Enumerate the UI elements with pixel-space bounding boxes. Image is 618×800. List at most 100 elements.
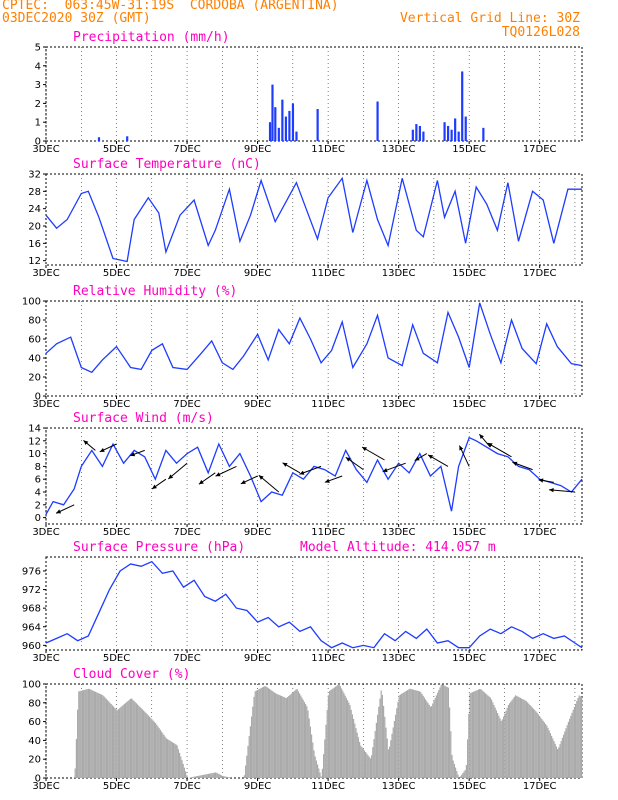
humidity-xtick-label: 17DEC [523,399,557,410]
pressure-title: Surface Pressure (hPa) [73,540,245,555]
wind-ytick-label: 4 [35,488,41,499]
cloud-area-bar [101,694,103,778]
cloud-area-bar [461,774,463,778]
cloud-area-bar [104,697,106,778]
cloud-area-bar [485,693,487,778]
cloud-area-bar [320,776,322,778]
humidity-line [45,302,583,374]
cloud-area-bar [91,690,93,778]
cloud-area-bar [306,706,308,778]
cloud-area-bar [285,698,287,778]
cloud-area-bar [133,700,135,778]
temperature-xtick-label: 15DEC [452,268,486,279]
cloud-area-bar [313,750,315,778]
cloud-area-bar [344,695,346,778]
precip-frame [45,46,583,142]
precip-bar [277,127,280,141]
cloud-area-bar [282,696,284,778]
cloud-area-bar [182,763,184,778]
cloud-area-bar [449,707,451,778]
cloud-area-bar [341,688,343,778]
cloud-area-bar [493,704,495,778]
cloud-area-bar [405,690,407,778]
precip-ytick-label: 5 [35,43,41,54]
cloud-area-bar [577,697,579,778]
cloud-area-bar [215,772,217,778]
cloud-area-bar [565,728,567,778]
cloud-area-bar [483,692,485,778]
precip-bar [288,110,291,141]
cloud-area-bar [481,690,483,778]
cloud-area-bar [465,765,467,778]
cloud-xtick-label: 13DEC [382,781,416,792]
cloud-area-bar [247,745,249,778]
cloud-area-bar [201,775,203,778]
cloud-area-bar [474,691,476,778]
cloud-area-bar [547,727,549,778]
precip-ytick-label: 0 [35,137,41,148]
cloud-area-bar [380,690,382,778]
cloud-area-bar [149,716,151,778]
cloud-area-bar [353,718,355,778]
pressure-ytick-label: 972 [22,585,41,596]
cloud-area-bar [462,773,464,778]
wind-ytick-label: 8 [35,462,41,473]
cloud-area-bar [468,713,470,778]
cloud-area-bar [560,741,562,778]
cloud-area-bar [121,706,123,778]
precip-bar [126,136,129,141]
cloud-area-bar [535,711,537,778]
pressure-xtick-label: 13DEC [382,653,416,664]
cloud-area-bar [141,709,143,778]
cloud-xtick-label: 5DEC [103,781,130,792]
cloud-area-bar [355,728,357,778]
cloud-area-bar [216,772,218,778]
cloud-area-bar [519,697,521,778]
cloud-area-bar [561,737,563,778]
pressure-xtick-label: 17DEC [523,653,557,664]
cloud-area-bar [213,772,215,778]
wind-arrow-head [168,474,174,479]
wind-arrow-head [512,461,518,466]
cloud-xtick-label: 9DEC [244,781,271,792]
temperature-line [45,176,582,263]
cloud-area-bar [336,685,338,778]
cloud-area-bar [534,710,536,778]
pressure-ytick-label: 968 [22,604,41,615]
cloud-area-bar [419,691,421,778]
cloud-area-bar [433,700,435,778]
precip-xtick-label: 3DEC [32,144,59,155]
cloud-area-bar [290,693,292,778]
cloud-area-bar [303,701,305,778]
cloud-area-bar [248,736,250,778]
cloud-area-bar [409,688,411,778]
cloud-area-bar [83,690,85,778]
cloud-area-bar [557,749,559,778]
temperature-xtick-label: 17DEC [523,268,557,279]
cloud-area-bar [125,702,127,778]
cloud-area-bar [86,689,88,778]
cloud-area-bar [168,739,170,778]
cloud-area-bar [431,706,433,778]
cloud-area-bar [473,691,475,778]
precip-ytick-label: 1 [35,118,41,129]
cloud-area-bar [361,747,363,778]
wind-arrow [487,442,512,458]
cloud-area-bar [555,746,557,778]
cloud-area-bar [279,695,281,778]
cloud-area-bar [324,739,326,778]
header-station: CPTEC: 063:45W-31:19S CORDOBA (ARGENTINA… [2,0,339,13]
cloud-area-bar [137,704,139,778]
wind-arrow-head [83,440,89,445]
cloud-area-bar [563,734,565,778]
cloud-area-bar [309,726,311,778]
cloud-area-bar [480,689,482,778]
precip-bar [482,127,485,141]
wind-arrow-head [99,447,105,452]
cloud-area-bar [207,773,209,778]
wind-arrow-head [382,467,388,473]
cloud-area-bar [264,686,266,778]
humidity-xtick-label: 3DEC [32,399,59,410]
cloud-area-bar [529,704,531,778]
cloud-area-bar [511,700,513,778]
